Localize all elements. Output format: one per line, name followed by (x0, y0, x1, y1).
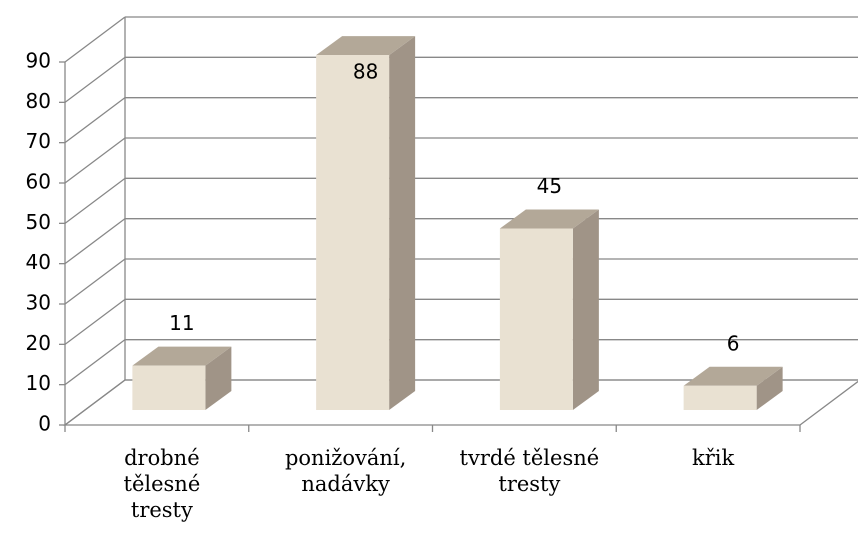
grid-line (64, 218, 126, 265)
grid-line (64, 298, 126, 345)
bar-side (205, 346, 232, 410)
bar (683, 385, 757, 410)
bar-side (389, 36, 416, 411)
grid-line (64, 97, 126, 144)
y-tick-label: 70 (26, 129, 51, 153)
bar-top (316, 36, 416, 56)
grid-line (64, 258, 126, 305)
y-tick-label: 50 (26, 210, 51, 234)
y-tick-label: 90 (26, 49, 51, 73)
x-tick-label: ponižování, nadávky (284, 446, 407, 496)
value-label: 11 (169, 311, 194, 335)
y-tick-label: 10 (26, 371, 51, 395)
grid-line (64, 379, 126, 426)
bar-side (756, 366, 783, 410)
grid-line (64, 137, 126, 184)
grid-line (64, 16, 126, 63)
bar (316, 55, 390, 411)
bar (132, 365, 206, 410)
value-label: 6 (727, 331, 740, 355)
grid-line (64, 177, 126, 224)
bar-top (132, 346, 232, 366)
x-tick-label: křik (692, 446, 735, 470)
x-tick-label: drobné tělesné tresty (123, 446, 201, 522)
y-tick-label: 20 (26, 331, 51, 355)
bar (499, 228, 573, 410)
grid-line (64, 56, 126, 103)
value-label: 45 (537, 174, 562, 198)
y-tick-label: 40 (26, 250, 51, 274)
bar-top (499, 209, 599, 229)
y-tick-label: 30 (26, 291, 51, 315)
y-tick-label: 80 (26, 89, 51, 113)
y-tick-label: 60 (26, 170, 51, 194)
grid-line (64, 339, 126, 386)
bar-side (572, 209, 599, 410)
bar-top (683, 366, 783, 386)
y-tick-label: 0 (38, 412, 51, 436)
x-tick-label: tvrdé tělesné tresty (459, 446, 600, 496)
value-label: 88 (353, 60, 378, 84)
